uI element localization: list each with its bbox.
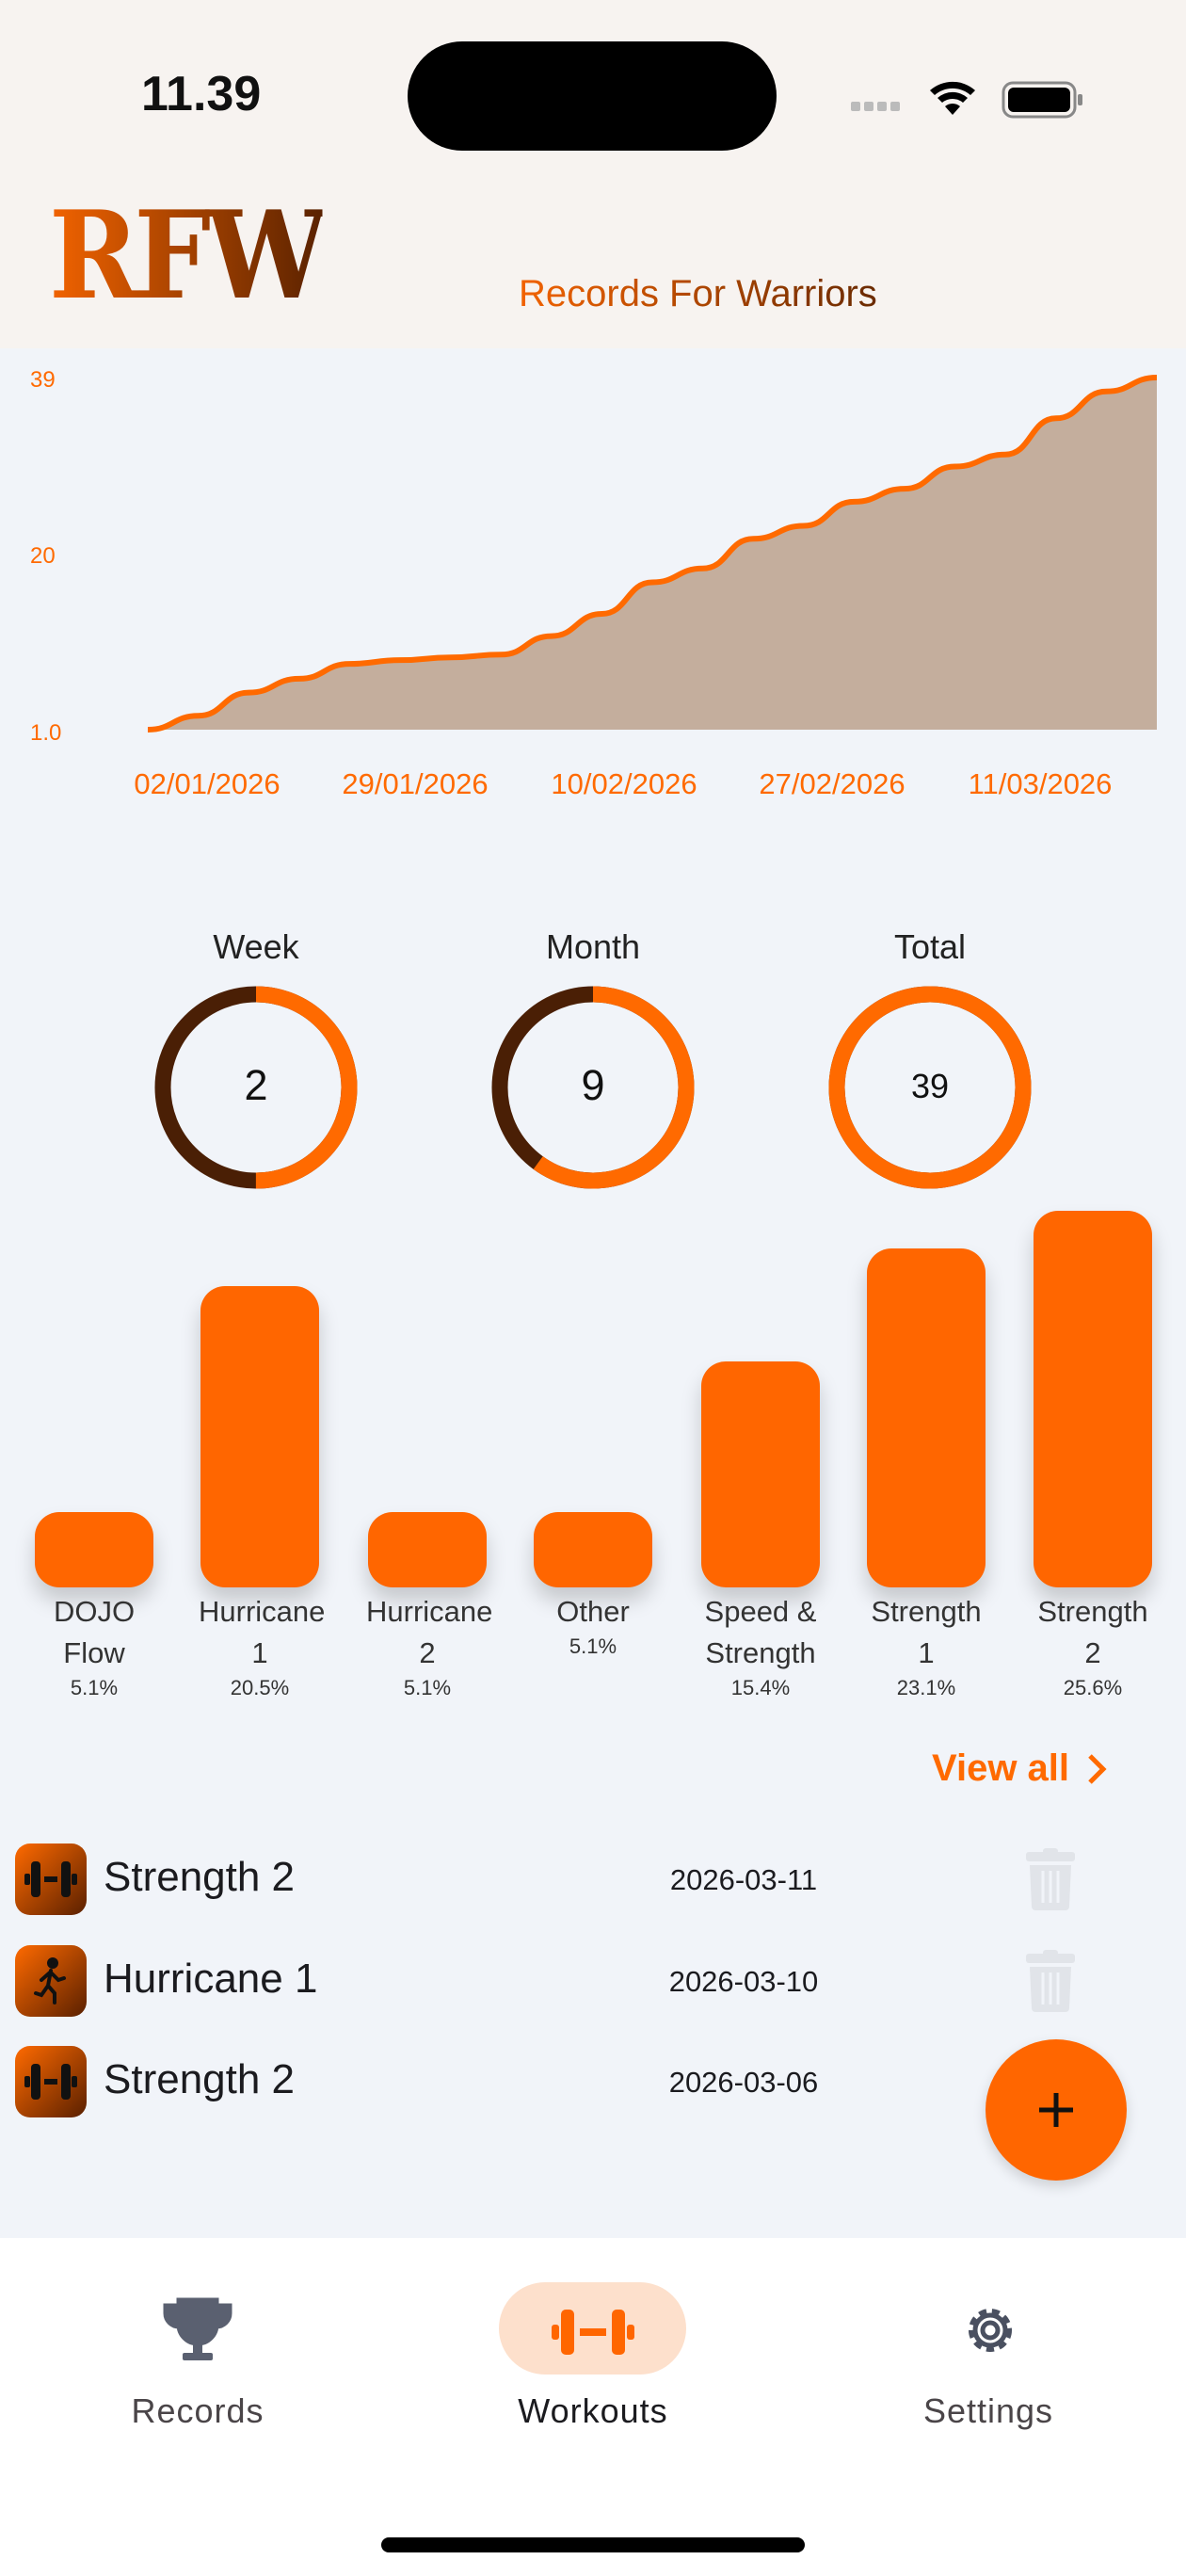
ring-label: Week	[213, 927, 299, 966]
ring-value: 9	[581, 1061, 605, 1109]
workout-date: 2026-03-06	[668, 2066, 819, 2099]
category-label: Strength 2	[1037, 1595, 1148, 1669]
workout-row[interactable]: Strength 2 2026-03-11	[0, 1837, 1186, 1922]
ring-chart	[491, 986, 695, 1189]
dumbbell-icon	[15, 2046, 87, 2117]
category-percent: 15.4%	[730, 1676, 791, 1699]
category-label: Hurricane 2	[366, 1595, 493, 1669]
nav-label: Records	[131, 2391, 264, 2430]
ring-chart	[154, 986, 358, 1189]
category-label: Hurricane 1	[199, 1595, 326, 1669]
category-label: Strength 1	[871, 1595, 982, 1669]
x-tick-label: 29/01/2026	[342, 767, 488, 800]
ring-chart	[828, 986, 1032, 1189]
category-percent: 5.1%	[70, 1676, 119, 1699]
nav-item-workouts[interactable]: Workouts	[452, 2238, 734, 2445]
chart-area-fill	[148, 378, 1157, 730]
app-subtitle: Records For Warriors	[519, 273, 877, 314]
category-percent: 20.5%	[230, 1676, 290, 1699]
workout-row[interactable]: Hurricane 1 2026-03-10	[0, 1939, 1186, 2023]
running-icon	[15, 1945, 87, 2017]
chart-series-line	[147, 375, 1158, 733]
category-label: Other	[556, 1595, 630, 1628]
cellular-icon	[851, 102, 900, 111]
delete-button[interactable]	[1024, 1950, 1077, 2017]
category-bar[interactable]	[534, 1512, 652, 1587]
category-bar[interactable]	[35, 1512, 153, 1587]
workout-name: Strength 2	[104, 1854, 296, 1900]
trash-icon	[1026, 1950, 1075, 2012]
chevron-right-icon	[1088, 1753, 1107, 1784]
stat-ring-month: Month 9	[480, 927, 706, 1200]
delete-button[interactable]	[1024, 1848, 1077, 1915]
category-percent: 5.1%	[403, 1676, 452, 1699]
y-tick-label: 20	[30, 543, 56, 569]
add-workout-button[interactable]	[986, 2039, 1127, 2181]
gear-icon	[969, 2309, 1012, 2352]
nav-item-records[interactable]: Records	[56, 2238, 339, 2445]
nav-item-settings[interactable]: Settings	[847, 2238, 1130, 2445]
home-indicator	[381, 2537, 805, 2552]
records-chart: 39 20 1.0 02/01/2026 29/01/2026 10/02/20…	[30, 367, 1158, 800]
category-bar[interactable]	[368, 1512, 487, 1587]
ring-value: 2	[244, 1061, 268, 1109]
y-tick-label: 1.0	[30, 720, 61, 746]
category-bar[interactable]	[867, 1248, 986, 1587]
workout-name: Hurricane 1	[104, 1956, 318, 2002]
category-percent: 25.6%	[1063, 1676, 1123, 1699]
workout-name: Strength 2	[104, 2056, 296, 2102]
x-tick-label: 02/01/2026	[134, 767, 280, 800]
bottom-nav: Records Workouts Settings	[0, 2238, 1186, 2576]
trophy-icon	[163, 2297, 232, 2360]
x-tick-label: 27/02/2026	[759, 767, 905, 800]
app-header	[0, 200, 1186, 348]
y-tick-label: 39	[30, 367, 56, 393]
category-label: DOJO Flow	[53, 1595, 136, 1669]
workout-date: 2026-03-10	[668, 1965, 819, 1998]
ring-value: 39	[910, 1067, 950, 1105]
ring-label: Month	[545, 927, 641, 966]
wifi-icon	[930, 81, 975, 115]
view-all-link[interactable]: View all	[932, 1747, 1107, 1790]
plus-icon	[1039, 2093, 1073, 2127]
x-tick-label: 10/02/2026	[551, 767, 697, 800]
x-tick-label: 11/03/2026	[969, 767, 1113, 800]
workout-date: 2026-03-11	[669, 1863, 818, 1896]
ring-label: Total	[893, 927, 967, 966]
app-logo: RFW	[49, 185, 328, 327]
ring-progress	[154, 986, 358, 1189]
status-time: 11.39	[141, 67, 262, 121]
stat-ring-total: Total 39	[817, 927, 1043, 1200]
dumbbell-icon	[15, 1843, 87, 1915]
category-percent: 5.1%	[569, 1634, 617, 1658]
stat-ring-week: Week 2	[143, 927, 369, 1200]
ring-progress	[828, 986, 1032, 1189]
ring-progress	[491, 986, 695, 1189]
nav-label: Workouts	[518, 2391, 668, 2430]
dumbbell-icon	[552, 2310, 634, 2355]
trash-icon	[1026, 1848, 1075, 1910]
workout-row[interactable]: Strength 2 2026-03-06	[0, 2039, 1186, 2124]
category-label: Speed & Strength	[704, 1595, 817, 1669]
category-bar[interactable]	[1034, 1211, 1152, 1587]
category-bar[interactable]	[200, 1286, 319, 1587]
battery-icon	[1002, 81, 1082, 119]
view-all-label: View all	[932, 1747, 1070, 1789]
category-bar[interactable]	[701, 1361, 820, 1587]
dynamic-island	[408, 41, 777, 151]
nav-label: Settings	[922, 2391, 1054, 2430]
category-percent: 23.1%	[896, 1676, 956, 1699]
status-icons	[851, 81, 1082, 119]
